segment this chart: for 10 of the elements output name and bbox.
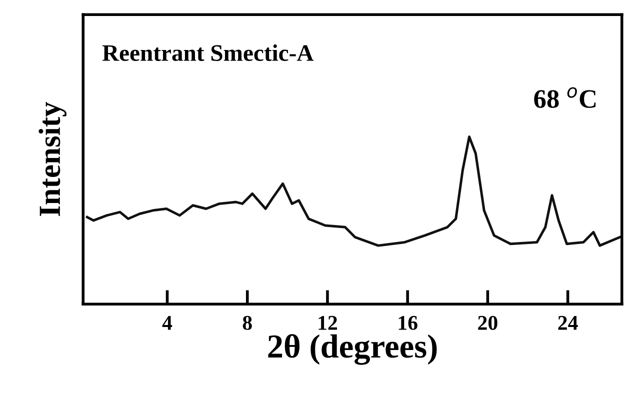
- text: Reentrant Smectic-A: [102, 44, 314, 62]
- x-tick-label: 24: [558, 316, 578, 330]
- y-axis-title: Intensity: [38, 102, 66, 216]
- x-axis-title: 2θ (degrees): [268, 334, 437, 365]
- text: 68 $^{o}$C: [534, 87, 596, 108]
- x-tick-label: 4: [162, 316, 172, 330]
- x-tick-label: 8: [242, 316, 252, 330]
- x-tick-label: 16: [398, 316, 418, 330]
- x-tick-label: 20: [478, 316, 498, 330]
- x-tick-label: 12: [318, 316, 337, 330]
